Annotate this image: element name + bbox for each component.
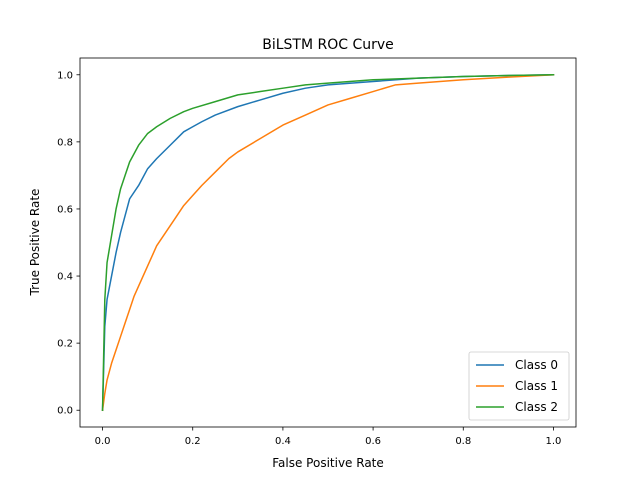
x-axis-label: False Positive Rate [272, 456, 384, 470]
chart-title: BiLSTM ROC Curve [262, 37, 394, 53]
series-line-class-2 [101, 74, 555, 411]
y-axis-label: True Positive Rate [28, 189, 42, 297]
x-tick-label: 0.0 [95, 436, 111, 447]
y-tick-label: 0.0 [57, 406, 73, 417]
series-line-class-1 [101, 73, 555, 412]
y-tick-label: 1.0 [57, 70, 73, 81]
series-layer [101, 73, 555, 412]
legend-label-class-1: Class 1 [515, 379, 558, 393]
legend-box [468, 351, 570, 421]
x-tick-label: 0.2 [185, 436, 201, 447]
y-tick-label: 0.2 [57, 339, 73, 350]
x-tick-label: 0.4 [275, 436, 291, 447]
x-axis-ticks: 0.0 0.2 0.4 0.6 0.8 1.0 [95, 427, 562, 447]
x-tick-label: 0.8 [455, 436, 471, 447]
y-axis-ticks: 0.0 0.2 0.4 0.6 0.8 1.0 [57, 70, 80, 417]
legend-label-class-2: Class 2 [515, 400, 558, 414]
x-tick-label: 0.6 [365, 436, 381, 447]
axes-frame [79, 57, 577, 428]
legend: Class 0 Class 1 Class 2 [468, 351, 570, 421]
series-line-class-0 [101, 74, 555, 411]
y-tick-label: 0.4 [57, 272, 73, 283]
x-tick-label: 1.0 [546, 436, 562, 447]
y-tick-label: 0.6 [57, 204, 73, 215]
legend-label-class-0: Class 0 [515, 358, 558, 372]
y-tick-label: 0.8 [57, 137, 73, 148]
plot-area [79, 57, 577, 428]
